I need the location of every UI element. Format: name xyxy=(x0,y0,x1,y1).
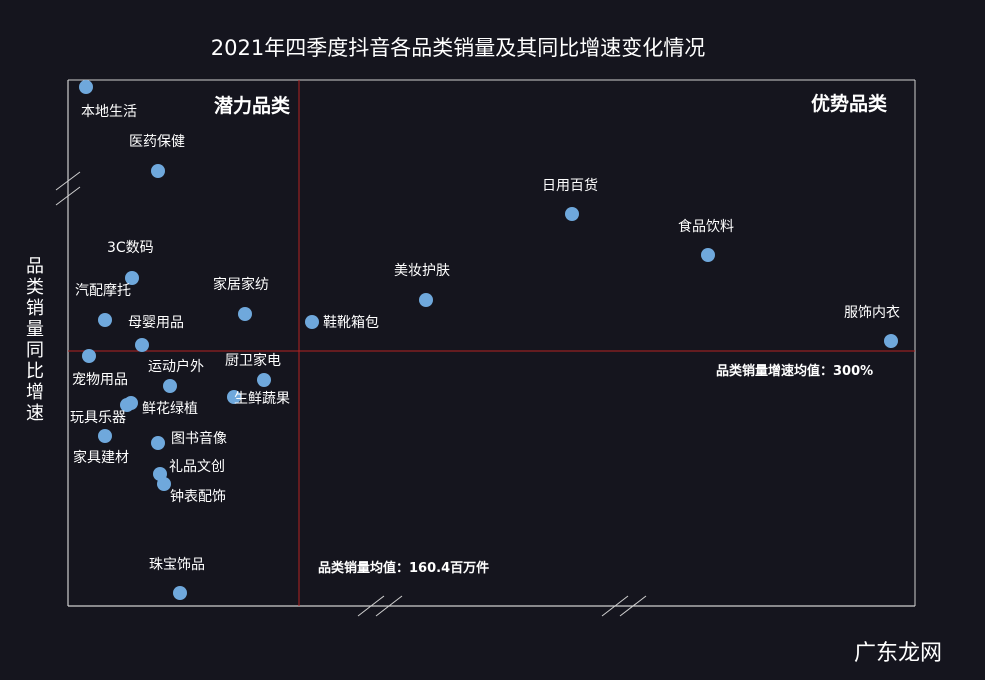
data-label: 鲜花绿植 xyxy=(142,401,198,417)
data-label: 美妆护肤 xyxy=(394,263,450,279)
data-label: 家居家纺 xyxy=(213,276,269,293)
data-label: 3C数码 xyxy=(107,240,154,256)
quadrant-label-potential: 潜力品类 xyxy=(214,94,290,117)
data-label: 汽配摩托 xyxy=(75,282,131,299)
data-point xyxy=(173,586,187,600)
data-point xyxy=(82,349,96,363)
data-label: 日用百货 xyxy=(542,177,598,194)
data-points xyxy=(79,80,898,600)
data-point xyxy=(884,334,898,348)
data-label: 钟表配饰 xyxy=(170,488,226,505)
data-point xyxy=(120,398,134,412)
y-axis-label-char: 品 xyxy=(26,256,44,277)
y-axis-label-char: 比 xyxy=(26,361,44,382)
y-mean-label: 品类销量增速均值：300% xyxy=(716,363,873,379)
data-point xyxy=(125,271,139,285)
data-label: 鞋靴箱包 xyxy=(323,315,379,331)
data-label: 宠物用品 xyxy=(72,372,128,388)
data-label: 医药保健 xyxy=(129,134,185,150)
data-point xyxy=(98,429,112,443)
data-label: 运动户外 xyxy=(148,358,204,375)
data-point xyxy=(238,307,252,321)
data-label: 母婴用品 xyxy=(128,315,184,331)
y-axis-label-char: 类 xyxy=(26,277,44,298)
data-label: 本地生活 xyxy=(81,104,137,120)
data-label: 服饰内衣 xyxy=(844,305,900,321)
data-point xyxy=(151,436,165,450)
y-axis-label-char: 销 xyxy=(26,298,44,319)
y-axis-label-char: 同 xyxy=(26,340,44,361)
x-mean-label: 品类销量均值：160.4百万件 xyxy=(318,560,489,576)
data-label: 生鲜蔬果 xyxy=(234,391,290,407)
data-point xyxy=(701,248,715,262)
data-point xyxy=(135,338,149,352)
y-axis-label-char: 量 xyxy=(26,319,44,340)
axis-break-marks xyxy=(55,171,647,617)
data-point xyxy=(257,373,271,387)
y-axis-label-char: 速 xyxy=(26,403,44,424)
data-point xyxy=(565,207,579,221)
data-point xyxy=(98,313,112,327)
data-point xyxy=(157,477,171,491)
data-label: 珠宝饰品 xyxy=(149,557,205,573)
data-point xyxy=(227,390,241,404)
watermark: 广东龙网 xyxy=(854,641,942,666)
data-point xyxy=(419,293,433,307)
data-point xyxy=(151,164,165,178)
chart-title: 2021年四季度抖音各品类销量及其同比增速变化情况 xyxy=(211,36,705,60)
data-label: 玩具乐器 xyxy=(70,410,126,426)
data-label: 礼品文创 xyxy=(169,459,225,475)
data-label: 家具建材 xyxy=(73,449,129,466)
data-point xyxy=(79,80,93,94)
y-axis-label-char: 增 xyxy=(26,382,44,403)
quadrant-label-advantage: 优势品类 xyxy=(811,92,887,115)
data-label: 厨卫家电 xyxy=(225,352,281,369)
data-point xyxy=(163,379,177,393)
data-label: 图书音像 xyxy=(171,430,227,447)
data-point xyxy=(305,315,319,329)
data-label: 食品饮料 xyxy=(678,218,734,235)
